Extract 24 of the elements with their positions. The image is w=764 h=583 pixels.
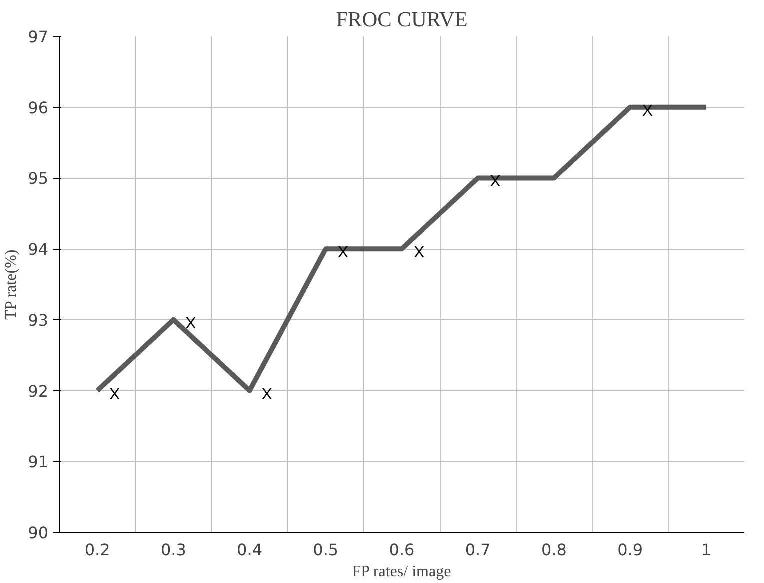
y-tick-label: 94 — [28, 240, 48, 260]
y-tick-label: 95 — [28, 169, 48, 188]
data-label: X — [110, 386, 121, 404]
y-axis-title: TP rate(%) — [3, 250, 20, 320]
x-tick-label: 0.7 — [465, 540, 491, 560]
data-label: X — [186, 315, 197, 332]
x-tick-label: 0.4 — [237, 540, 263, 560]
y-tick-label: 97 — [28, 28, 48, 46]
y-tick-label: 93 — [28, 310, 48, 330]
x-tick-label: 0.8 — [542, 540, 567, 560]
x-tick-label: 1 — [701, 540, 712, 560]
x-tick-label: 0.2 — [84, 540, 110, 560]
y-tick-label: 92 — [28, 382, 48, 401]
y-tick-label: 91 — [28, 452, 48, 472]
x-tick-label: 0.6 — [389, 540, 415, 560]
x-axis-title: FP rates/ image — [352, 564, 452, 580]
y-tick-label: 96 — [28, 98, 48, 118]
y-tick-label: 90 — [28, 524, 48, 542]
chart-title: FROC CURVE — [336, 8, 468, 32]
data-label: X — [262, 386, 273, 404]
x-tick-label: 0.3 — [160, 540, 186, 560]
x-tick-label: 0.9 — [618, 540, 644, 560]
data-label: X — [414, 244, 425, 262]
x-tick-label: 0.5 — [313, 540, 339, 560]
